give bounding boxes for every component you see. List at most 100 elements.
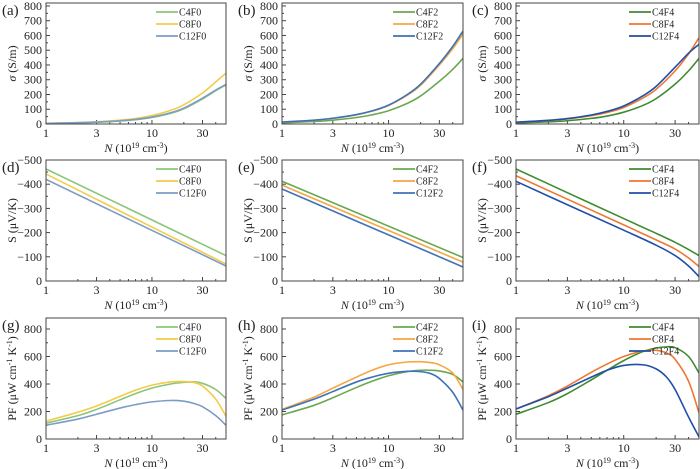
legend-entry: C4F0: [179, 8, 201, 19]
panel-label: (c): [472, 3, 489, 19]
series-line-c8f4: [516, 349, 699, 414]
y-tick-label: −300: [253, 201, 278, 215]
x-axis-label: N (1019 cm-3): [340, 141, 404, 156]
label-part: σ: [241, 75, 255, 82]
label-part: (S/m): [475, 45, 489, 75]
plot-frame: [45, 2, 227, 125]
x-axis-label: N (1019 cm-3): [340, 298, 404, 313]
x-tick-label: 1: [513, 126, 519, 140]
y-tick-label: 700: [260, 14, 278, 28]
y-tick-label: 500: [494, 43, 512, 57]
series-line-c12f4: [516, 363, 699, 438]
y-tick-label: −200: [253, 226, 278, 240]
label-part: 19: [131, 456, 139, 465]
label-part: K: [5, 347, 19, 359]
label-part: (10: [584, 141, 603, 155]
legend-entry: C12F4: [652, 347, 679, 358]
series-line-c8f0: [46, 72, 226, 124]
x-tick-label: 30: [196, 126, 208, 140]
y-tick-label: 200: [24, 87, 42, 101]
legend-entry: C12F4: [652, 32, 679, 43]
series-line-c4f0: [46, 168, 226, 257]
y-tick-label: −100: [253, 250, 278, 264]
x-tick-label: 30: [669, 283, 681, 297]
label-part: S (μV/K): [5, 198, 19, 243]
y-tick-label: 500: [260, 43, 278, 57]
chart-panel-e: 1 3 10 30 0 −100 −200 −300 −400 −500 C4F2C8F2C12F2…: [238, 153, 464, 313]
label-part: cm: [611, 298, 629, 312]
y-axis-label: PF (μW cm-1 K-1): [5, 336, 20, 421]
label-part: cm: [611, 456, 629, 469]
label-part: (S/m): [241, 45, 255, 75]
label-part: 19: [131, 141, 139, 150]
legend-entry: C8F0: [179, 20, 201, 31]
series-line-c4f0: [46, 84, 226, 124]
x-tick-label: 3: [94, 126, 100, 140]
x-tick-label: 10: [146, 126, 158, 140]
series-line-c8f4: [516, 175, 699, 268]
label-part: N: [575, 298, 585, 312]
y-tick-label: 400: [260, 58, 278, 72]
label-part: 19: [368, 456, 376, 465]
label-part: cm: [139, 298, 157, 312]
series-line-c4f0: [46, 381, 226, 424]
y-axis-label: PF (μW cm-1 K-1): [475, 336, 490, 421]
label-part: -3: [629, 141, 636, 150]
label-part: -3: [157, 298, 164, 307]
x-tick-label: 1: [43, 441, 49, 455]
label-part: ): [164, 456, 168, 469]
legend-entry: C4F0: [179, 165, 201, 176]
x-tick-label: 30: [196, 283, 208, 297]
x-tick-label: 30: [196, 441, 208, 455]
y-tick-label: 800: [260, 0, 278, 13]
x-tick-label: 1: [279, 441, 285, 455]
label-part: -3: [394, 141, 401, 150]
label-part: ): [241, 336, 255, 340]
y-axis-label: S (μV/K): [475, 198, 489, 243]
y-tick-label: 600: [260, 28, 278, 42]
label-part: K: [241, 347, 255, 359]
y-tick-label: −400: [487, 177, 512, 191]
y-tick-label: −400: [17, 177, 42, 191]
label-part: N: [575, 456, 585, 469]
label-part: N: [340, 456, 350, 469]
y-tick-label: 200: [260, 87, 278, 101]
series-line-c12f4: [516, 180, 699, 278]
label-part: -1: [5, 340, 14, 347]
y-tick-label: 0: [272, 117, 278, 131]
label-part: -3: [394, 456, 401, 465]
legend-entry: C12F0: [179, 347, 206, 358]
y-tick-label: 200: [24, 405, 42, 419]
chart-panel-c: 1 3 10 300100200300400500600700800C4F4C8F4C…: [472, 0, 700, 155]
y-tick-label: −300: [17, 201, 42, 215]
legend-entry: C12F4: [652, 189, 679, 200]
panel-label: (g): [2, 318, 20, 334]
label-part: -3: [157, 141, 164, 150]
x-tick-label: 10: [383, 441, 395, 455]
x-tick-label: 30: [433, 126, 445, 140]
legend-entry: C12F0: [179, 32, 206, 43]
y-tick-label: 800: [24, 0, 42, 13]
label-part: S (μV/K): [241, 198, 255, 243]
x-tick-label: 30: [433, 283, 445, 297]
label-part: -1: [241, 359, 250, 366]
series-line-c12f0: [46, 399, 226, 427]
x-tick-label: 10: [146, 441, 158, 455]
y-tick-label: 0: [36, 432, 42, 446]
plot-frame: [281, 317, 464, 440]
label-part: PF (μW cm: [241, 365, 255, 421]
y-tick-label: 400: [494, 377, 512, 391]
x-tick-label: 1: [279, 283, 285, 297]
y-tick-label: −200: [487, 226, 512, 240]
label-part: -3: [157, 456, 164, 465]
label-part: (10: [584, 298, 603, 312]
chart-panel-b: 1 3 10 300100200300400500600700800C4F2C8F2C…: [238, 0, 464, 156]
series-line-c4f2: [282, 369, 463, 416]
label-part: ): [635, 456, 639, 469]
label-part: PF (μW cm: [5, 365, 19, 421]
y-axis-label: σ (S/m): [5, 45, 19, 81]
y-tick-label: 200: [494, 87, 512, 101]
